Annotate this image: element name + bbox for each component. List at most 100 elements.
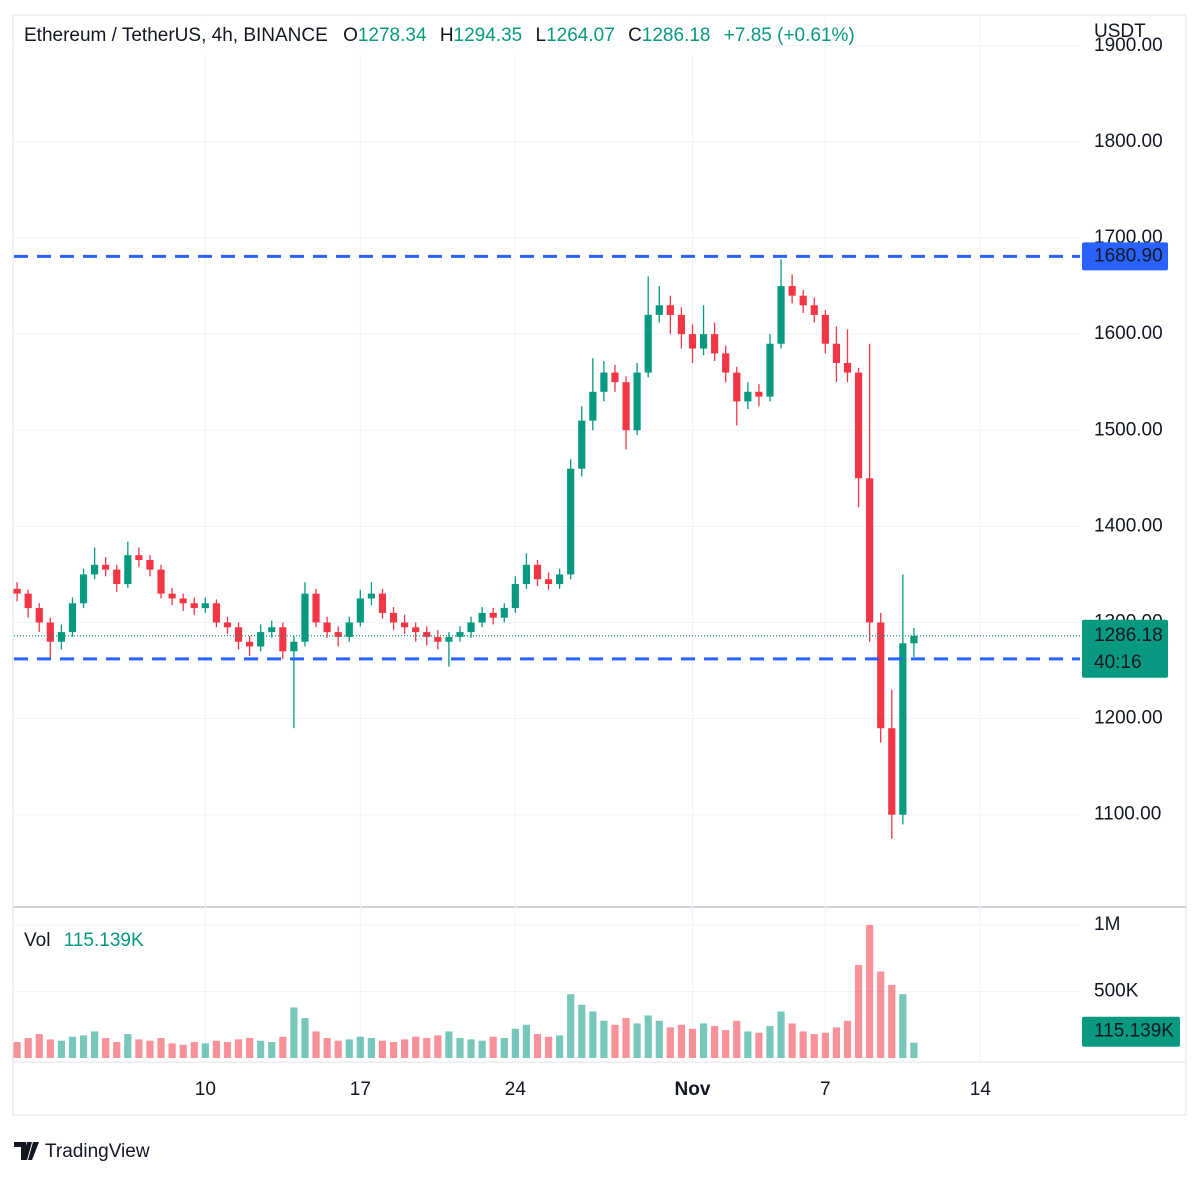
volume-bar <box>511 1028 519 1058</box>
volume-bar <box>268 1042 276 1058</box>
candle-body <box>356 598 364 623</box>
volume-bar <box>212 1040 220 1058</box>
candle-body <box>899 643 907 815</box>
last-price-bg <box>1082 619 1168 678</box>
volume-bar <box>821 1032 829 1058</box>
volume-bar <box>434 1035 442 1058</box>
candle-body <box>533 564 542 580</box>
volume-bar <box>389 1042 398 1058</box>
volume-bar <box>533 1034 542 1058</box>
volume-bar <box>578 1004 586 1058</box>
volume-bar <box>832 1027 841 1058</box>
candle-body <box>799 295 807 306</box>
volume-bar <box>843 1020 852 1058</box>
candle-body <box>57 632 65 642</box>
candle-body <box>744 391 752 402</box>
change: +7.85 (+0.61%) <box>724 25 855 46</box>
volume-bar <box>367 1038 375 1058</box>
volume-bar <box>633 1023 641 1058</box>
y-tick-label: 1500.00 <box>1094 419 1163 440</box>
volume-bar <box>223 1042 232 1058</box>
candle-body <box>821 314 829 344</box>
x-tick-label: 10 <box>195 1079 216 1100</box>
volume-bar <box>401 1039 409 1058</box>
candle-body <box>832 343 841 363</box>
candle-body <box>888 728 896 815</box>
volume-bar <box>378 1040 387 1058</box>
volume-bar <box>556 1035 564 1058</box>
volume-bar <box>877 971 885 1058</box>
candle-body <box>257 632 265 647</box>
candle-body <box>511 584 519 609</box>
x-tick-label: Nov <box>675 1079 711 1100</box>
volume-bar <box>57 1040 65 1058</box>
candle-body <box>91 564 99 575</box>
volume-value: 115.139K <box>64 930 144 951</box>
volume-bar <box>866 925 874 1058</box>
volume-bar <box>412 1036 420 1058</box>
candle-body <box>666 305 674 315</box>
x-tick-label: 17 <box>350 1079 371 1100</box>
frame <box>12 14 1187 1116</box>
volume-bar <box>567 994 575 1058</box>
candle-body <box>113 569 121 585</box>
candle-body <box>35 608 43 623</box>
candle-body <box>522 564 531 585</box>
candle-body <box>290 641 298 652</box>
candle-body <box>733 372 741 402</box>
candle-body <box>589 391 597 421</box>
ohlc-label: L <box>536 25 547 46</box>
volume-bar <box>733 1020 741 1058</box>
volume-bar <box>644 1015 652 1058</box>
volume-bar <box>179 1044 187 1058</box>
volume-bar <box>246 1038 254 1058</box>
volume-bar <box>102 1038 110 1058</box>
volume-label: Vol <box>24 930 50 951</box>
volume-bar <box>445 1031 453 1058</box>
candle-body <box>777 286 785 344</box>
volume-bar <box>711 1026 719 1058</box>
y-tick-label: 1400.00 <box>1094 515 1163 536</box>
volume-bar <box>35 1034 43 1058</box>
candle-body <box>301 593 309 642</box>
volume-bar <box>600 1020 608 1058</box>
y-tick-label: 1800.00 <box>1094 131 1163 152</box>
volume-bar <box>666 1027 674 1058</box>
volume-bar <box>46 1039 54 1058</box>
volume-bar <box>168 1043 176 1058</box>
candle-body <box>345 622 353 637</box>
candle-body <box>378 593 387 613</box>
overlay: 101724Nov7141100.001200.001300.001400.00… <box>14 35 1180 1100</box>
volume-bar <box>677 1024 686 1058</box>
volume-bar <box>79 1035 88 1058</box>
volume-bar <box>799 1031 807 1058</box>
countdown: 40:16 <box>1094 652 1142 673</box>
candle-body <box>246 641 254 647</box>
volume-bar <box>766 1026 774 1058</box>
candle-body <box>567 468 575 575</box>
marks <box>13 259 918 1058</box>
candle-body <box>866 478 874 623</box>
last-volume-bg <box>1082 1016 1180 1047</box>
volume-bar <box>423 1038 431 1058</box>
volume-bar <box>478 1040 486 1058</box>
candle-body <box>312 593 320 623</box>
candle-body <box>367 593 375 599</box>
last-volume-label: 115.139K <box>1094 1021 1174 1042</box>
candle-body <box>722 353 730 373</box>
ohlc-value: 1286.18 <box>642 25 711 46</box>
y-tick-label: 1100.00 <box>1094 804 1161 825</box>
candle-body <box>655 305 663 315</box>
volume-bar <box>146 1040 154 1058</box>
ohlc-value: 1278.34 <box>358 25 427 46</box>
level-label: 1680.90 <box>1094 245 1163 266</box>
logo-text: TradingView <box>45 1141 150 1162</box>
candle-body <box>644 314 652 373</box>
candle-body <box>412 627 420 633</box>
volume-bar <box>788 1023 796 1058</box>
volume-bar <box>854 964 863 1058</box>
volume-bar <box>323 1038 331 1058</box>
candle-body <box>201 603 209 609</box>
ohlc-value: 1294.35 <box>454 25 523 46</box>
volume-bar <box>290 1007 298 1058</box>
